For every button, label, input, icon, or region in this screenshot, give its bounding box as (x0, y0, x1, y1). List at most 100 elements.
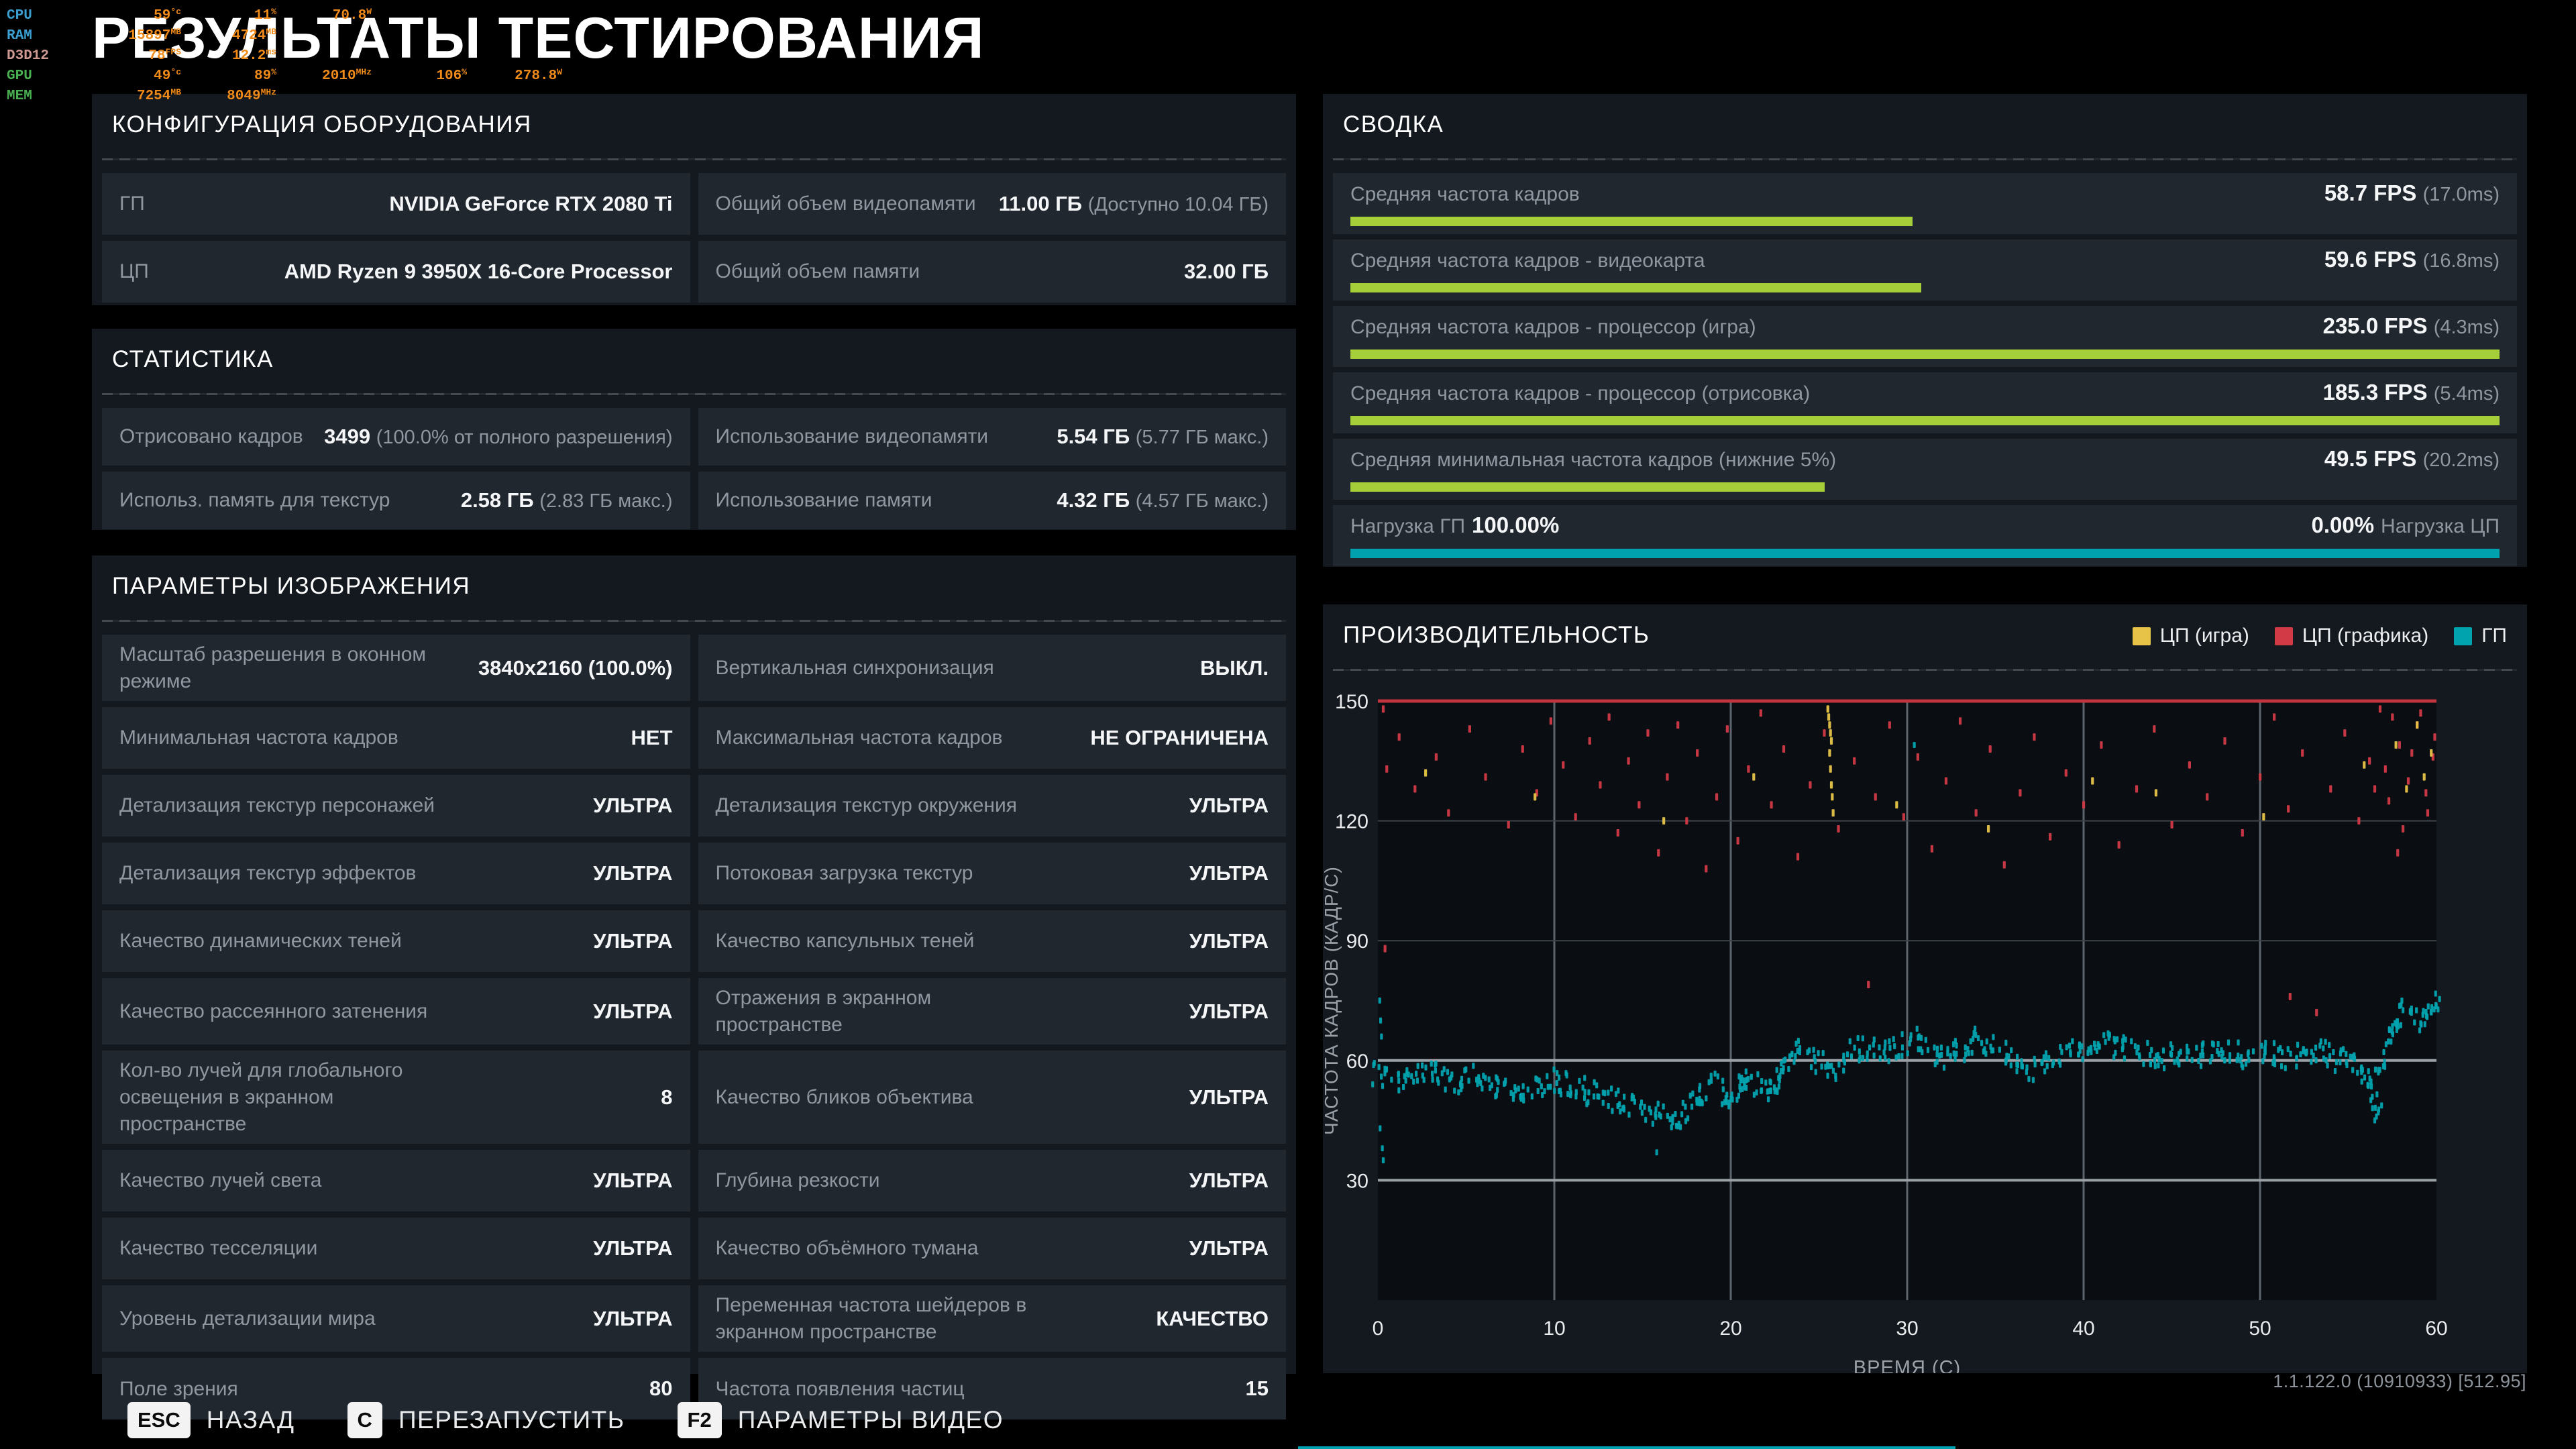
legend-label: ГП (2481, 625, 2507, 647)
debug-overlay-value: 8049MHz (227, 87, 276, 104)
data-point (2369, 1078, 2373, 1085)
data-point (2378, 705, 2382, 713)
data-point (1740, 1074, 1743, 1081)
data-point (2430, 749, 2433, 757)
data-point (1974, 1025, 1977, 1032)
data-point (2422, 773, 2426, 781)
data-point (1827, 1063, 1830, 1070)
data-point (1796, 1038, 1800, 1044)
data-point (1750, 1073, 1753, 1080)
data-point (2244, 1061, 2248, 1067)
summary-metric-value: 235.0 FPS (4.3ms) (2322, 313, 2500, 338)
setting-value: УЛЬТРА (593, 1236, 673, 1260)
setting-cell: Качество динамических теней УЛЬТРА (102, 910, 690, 973)
data-point (1830, 1063, 1833, 1069)
data-point (2260, 1042, 2263, 1049)
data-point (2332, 1049, 2335, 1056)
data-point (2237, 1053, 2240, 1059)
setting-value: 8 (661, 1085, 673, 1109)
data-point (2319, 1038, 2322, 1044)
data-point (1509, 1089, 1513, 1096)
data-point (1824, 1063, 1827, 1070)
data-point (2377, 1109, 2380, 1116)
data-point (1698, 1086, 1701, 1093)
setting-cell: Частота появления частиц 15 (698, 1358, 1286, 1420)
data-point (1814, 1069, 1817, 1075)
hardware-value: 11.00 ГБ (Доступно 10.04 ГБ) (998, 192, 1269, 215)
data-point (2100, 741, 2103, 749)
data-point (2160, 1058, 2163, 1065)
data-point (2396, 849, 2400, 857)
hardware-cell: Общий объем видеопамяти 11.00 ГБ (Доступн… (698, 173, 1286, 235)
data-point (2305, 1049, 2308, 1055)
data-point (2015, 1068, 2019, 1075)
data-point (1895, 801, 1898, 809)
data-point (1827, 713, 1831, 721)
data-point (1806, 1049, 1809, 1056)
data-point (1412, 1078, 1415, 1085)
data-point (1385, 1067, 1388, 1073)
setting-value: УЛЬТРА (1189, 1169, 1269, 1193)
data-point (2394, 741, 2398, 749)
setting-label: Качество лучей света (119, 1169, 322, 1192)
hardware-value: AMD Ryzen 9 3950X 16-Core Processor (284, 260, 673, 283)
back-shortcut[interactable]: ESC НАЗАД (127, 1402, 295, 1438)
debug-overlay-unit: % (271, 67, 276, 77)
data-point (1481, 1085, 1484, 1092)
data-point (1842, 1067, 1845, 1074)
setting-label: Качество динамических теней (119, 930, 402, 953)
data-point (1380, 1073, 1383, 1080)
data-point (1684, 1104, 1687, 1110)
data-point (2201, 1052, 2205, 1059)
x-tick-label: 10 (1543, 1318, 1565, 1340)
data-point (2426, 1003, 2430, 1010)
data-point (1666, 773, 1669, 781)
data-point (1972, 1035, 1975, 1042)
data-point (2199, 1053, 2202, 1059)
data-point (2302, 1048, 2305, 1055)
data-point (1511, 1095, 1515, 1102)
data-point (1623, 1093, 1626, 1100)
setting-label: Минимальная частота кадров (119, 727, 398, 749)
data-point (2429, 1008, 2433, 1015)
data-point (1468, 725, 1471, 733)
hardware-cell: ЦП AMD Ryzen 9 3950X 16-Core Processor (102, 241, 690, 303)
data-point (2369, 1083, 2373, 1090)
data-point (1587, 1099, 1590, 1106)
data-point (1588, 737, 1591, 745)
data-point (2121, 1044, 2125, 1051)
data-point (1897, 1053, 1900, 1060)
data-point (2363, 761, 2366, 769)
data-point (2002, 861, 2006, 869)
data-point (2279, 1063, 2284, 1069)
setting-value: УЛЬТРА (1189, 861, 1269, 885)
x-tick-label: 60 (2425, 1318, 2447, 1340)
data-point (2391, 713, 2394, 721)
data-point (1695, 1098, 1699, 1105)
data-point (1798, 1049, 1802, 1056)
data-point (2135, 785, 2139, 793)
summary-metric-row: Средняя частота кадров 58.7 FPS (17.0ms) (1333, 173, 2517, 234)
data-point (1424, 769, 1428, 777)
data-point (1917, 1046, 1920, 1053)
data-point (1964, 1051, 1968, 1058)
data-point (1769, 1087, 1772, 1093)
debug-overlay-label: GPU (7, 68, 32, 84)
config-rows: ГП NVIDIA GeForce RTX 2080 Ti Общий объем … (102, 173, 1286, 303)
summary-metric-top: Средняя частота кадров - видеокарта 59.6 … (1350, 247, 2500, 272)
data-point (1777, 1075, 1780, 1081)
summary-metric-row: Средняя частота кадров - процессор (отри… (1333, 372, 2517, 433)
data-point (2004, 1057, 2008, 1064)
data-point (1587, 1089, 1591, 1095)
summary-metric-bar (1350, 283, 1922, 292)
data-point (2345, 1051, 2348, 1057)
restart-shortcut[interactable]: C ПЕРЕЗАПУСТИТЬ (347, 1402, 625, 1438)
data-point (2400, 1002, 2403, 1008)
video-settings-shortcut[interactable]: F2 ПАРАМЕТРЫ ВИДЕО (677, 1402, 1004, 1438)
data-point (2123, 1055, 2126, 1062)
data-point (1770, 801, 1773, 809)
setting-cell: Качество рассеянного затенения УЛЬТРА (102, 978, 690, 1045)
cpu-load-value: 0.00% (2311, 513, 2375, 537)
data-point (1970, 1049, 1974, 1056)
data-point (1893, 1043, 1896, 1050)
